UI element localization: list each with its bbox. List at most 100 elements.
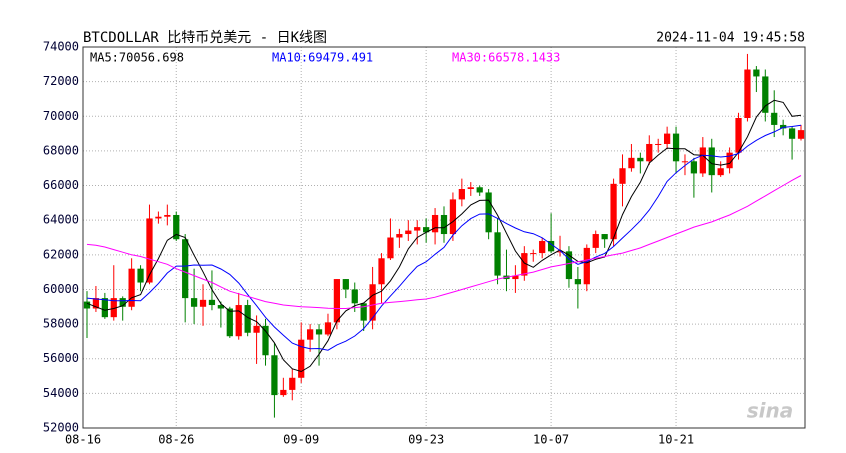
plot-border	[82, 46, 806, 429]
y-tick-label: 72000	[43, 74, 79, 88]
candle-body	[333, 279, 341, 323]
y-tick-label: 70000	[43, 109, 79, 123]
candle-body	[467, 187, 474, 190]
candle-body	[101, 298, 108, 318]
candle-body	[92, 298, 100, 309]
candle-body	[476, 187, 483, 193]
candle-body	[414, 227, 421, 231]
candle-body	[173, 214, 180, 240]
candle-body	[440, 214, 448, 235]
candle-body	[512, 275, 519, 280]
candle-body	[449, 199, 457, 235]
y-tick-label: 52000	[43, 421, 79, 435]
chart-title: BTCDOLLAR 比特币兑美元 - 日K线图	[83, 30, 327, 46]
candle-body	[235, 305, 242, 337]
candle-body	[485, 192, 492, 233]
x-tick-label: 08-26	[158, 433, 194, 447]
candle-body	[110, 298, 117, 318]
y-tick-label: 56000	[43, 351, 79, 365]
watermark: sina	[747, 399, 794, 423]
candle-body	[646, 143, 653, 162]
candle-body	[387, 237, 394, 259]
y-tick-label: 74000	[43, 40, 79, 54]
candle-body	[601, 234, 608, 240]
candle-body	[458, 189, 465, 200]
candle-body	[217, 305, 224, 309]
candle-body	[717, 168, 724, 176]
candle-body	[253, 325, 260, 333]
candle-body	[280, 389, 287, 396]
candle-body	[351, 289, 358, 304]
candle-body	[226, 308, 233, 337]
candle-body	[137, 268, 144, 283]
x-tick-label: 09-23	[408, 433, 444, 447]
candle-body	[574, 279, 581, 285]
candle-body	[271, 355, 278, 396]
candle-body	[780, 124, 787, 129]
candle-body	[565, 251, 573, 280]
candle-body	[619, 168, 626, 184]
candle-body	[369, 284, 376, 321]
candle-body	[405, 230, 412, 235]
candle-body	[262, 325, 269, 356]
candle-body	[128, 268, 135, 307]
candle-body	[628, 157, 635, 169]
candle-body	[83, 301, 91, 309]
candle-body	[289, 377, 296, 390]
candle-body	[547, 240, 555, 252]
candle-body	[762, 76, 769, 113]
candle-body	[699, 147, 706, 174]
candle-body	[521, 253, 528, 276]
candle-body	[556, 251, 564, 253]
candle-body	[190, 298, 198, 307]
candle-body	[690, 161, 698, 174]
y-tick-label: 68000	[43, 143, 79, 157]
candle-body	[726, 152, 733, 169]
candle-body	[307, 329, 314, 340]
candle-body	[539, 240, 546, 254]
candle-body	[342, 279, 349, 290]
legend-entry: MA10:69479.491	[272, 51, 373, 65]
candle-body	[199, 299, 207, 307]
timestamp: 2024-11-04 19:45:58	[656, 31, 805, 46]
candle-body	[592, 234, 599, 248]
x-tick-label: 10-07	[533, 433, 569, 447]
candle-body	[637, 157, 644, 162]
ma-line	[86, 99, 802, 373]
candle-body	[494, 232, 501, 276]
candle-body	[360, 303, 367, 321]
candle-body	[244, 305, 251, 333]
y-tick-label: 64000	[43, 213, 79, 227]
candle-body	[378, 258, 385, 285]
x-tick-label: 09-09	[283, 433, 319, 447]
candle-body	[146, 218, 153, 283]
legend-entry: MA30:66578.1433	[452, 51, 560, 65]
y-tick-label: 62000	[43, 247, 79, 261]
candle-body	[797, 130, 805, 139]
candle-body	[155, 216, 162, 219]
candle-body	[708, 147, 715, 176]
candle-body	[681, 161, 689, 163]
candle-body	[298, 339, 305, 378]
y-tick-label: 60000	[43, 282, 79, 296]
candle-body	[530, 253, 537, 255]
candle-body	[208, 299, 216, 306]
candle-body	[664, 133, 671, 144]
y-tick-label: 66000	[43, 178, 79, 192]
ma-line	[86, 175, 802, 309]
candle-body	[744, 69, 751, 119]
candle-body	[396, 234, 403, 238]
candle-body	[119, 298, 126, 307]
candle-body	[164, 214, 171, 217]
candle-body	[655, 143, 662, 145]
candle-body	[315, 329, 323, 335]
candle-body	[771, 112, 778, 125]
x-tick-label: 10-21	[658, 433, 694, 447]
x-tick-label: 08-16	[65, 433, 101, 447]
candle-body	[735, 118, 742, 153]
legend-entry: MA5:70056.698	[90, 51, 184, 65]
candle-body	[583, 247, 590, 285]
